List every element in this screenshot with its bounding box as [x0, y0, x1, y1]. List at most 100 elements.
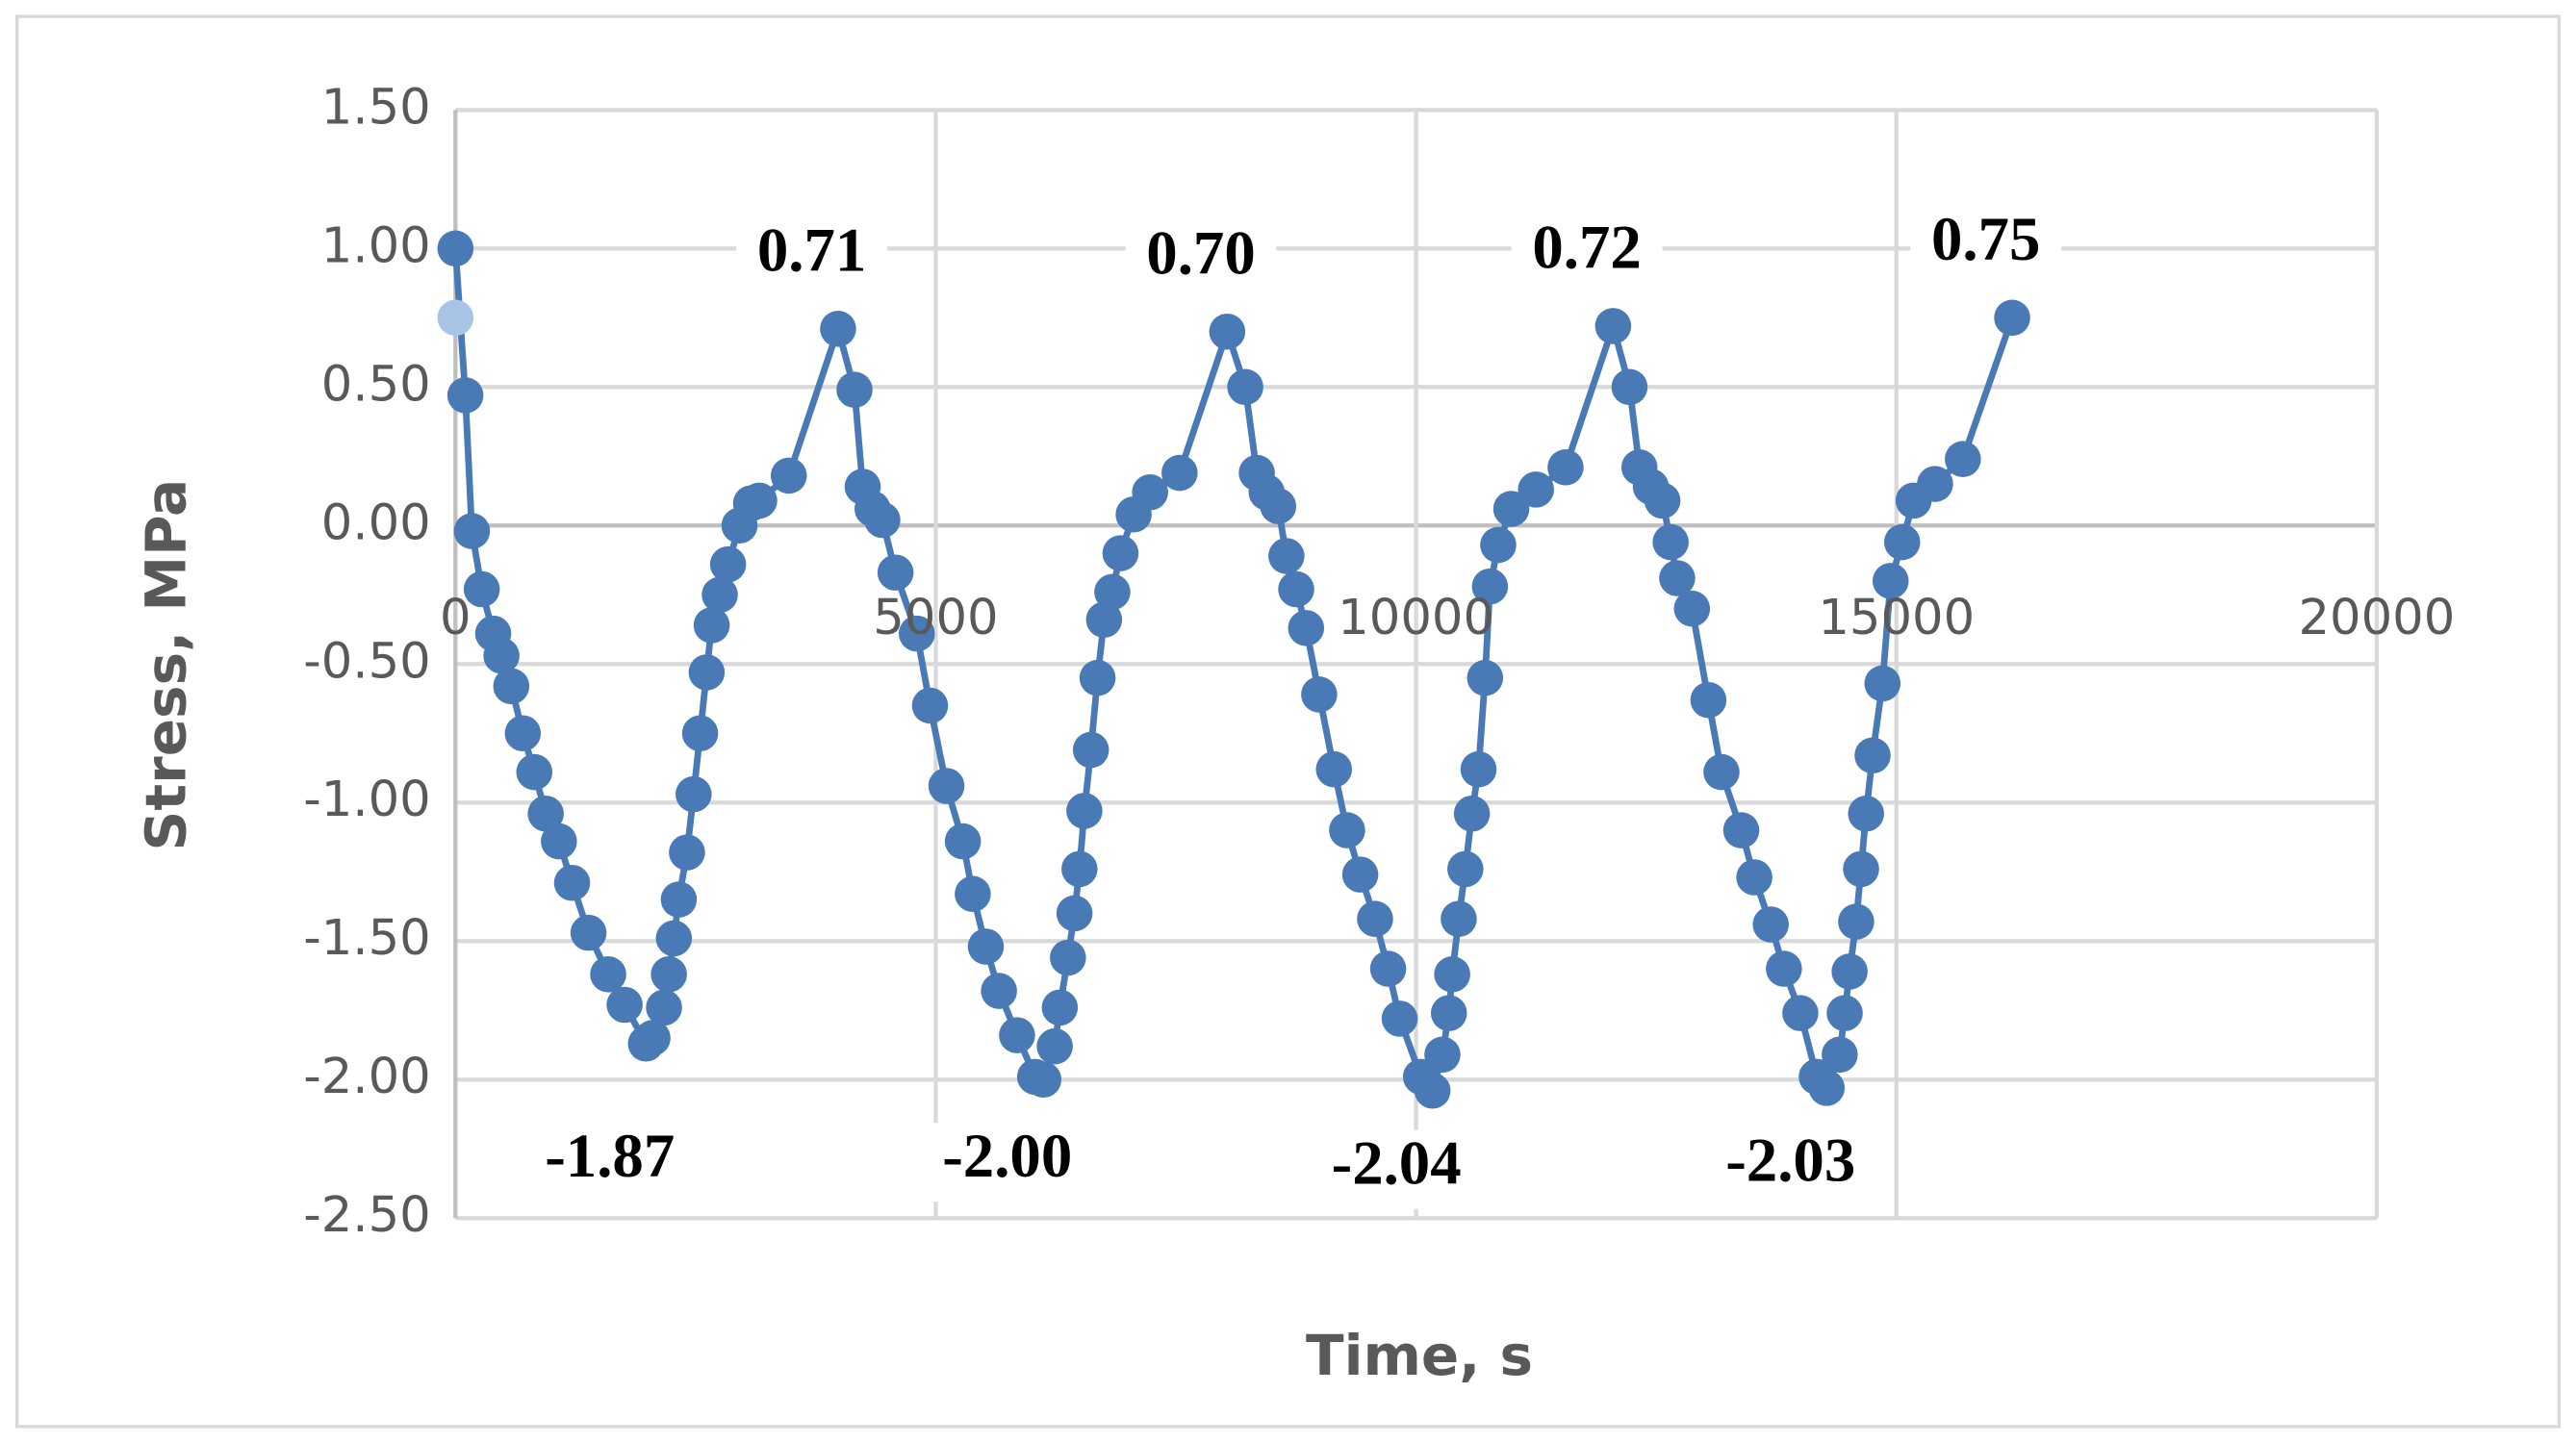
data-label: 0.70 [1146, 218, 1255, 288]
data-point [1066, 793, 1103, 829]
y-tick-label: -2.00 [303, 1048, 430, 1105]
data-point [955, 875, 991, 913]
data-point [1041, 989, 1079, 1026]
data-point [446, 377, 484, 414]
data-point [1369, 950, 1407, 987]
data-point [1079, 659, 1116, 696]
data-point [493, 668, 530, 705]
data-point [1467, 659, 1504, 696]
data-point [606, 986, 643, 1024]
data-point [688, 654, 726, 691]
y-tick-label: -0.50 [303, 632, 430, 690]
data-point [669, 834, 705, 871]
data-point [1072, 731, 1109, 769]
data-point [1288, 610, 1325, 646]
data-label-bg [534, 1123, 686, 1202]
data-point [1848, 796, 1884, 832]
data-point [1441, 900, 1477, 937]
y-tick-label: 0.50 [321, 355, 431, 413]
data-point [1471, 568, 1509, 605]
data-point [437, 299, 474, 337]
x-tick-label: 15000 [1818, 589, 1975, 646]
data-point [570, 914, 607, 951]
data-label: -2.03 [1725, 1127, 1855, 1196]
data-point [516, 753, 553, 791]
y-tick-label: 1.50 [321, 78, 431, 136]
data-point [1722, 812, 1760, 848]
data-point [928, 768, 965, 804]
data-label: -2.00 [942, 1122, 1072, 1191]
data-point [1831, 953, 1868, 990]
data-point [1381, 1000, 1418, 1037]
data-point [1690, 681, 1727, 719]
data-point [981, 973, 1017, 1009]
data-label-bg [1511, 214, 1663, 293]
data-label: -1.87 [545, 1122, 675, 1191]
data-point [1102, 535, 1139, 571]
data-point [1994, 299, 2030, 337]
y-tick-label: 1.00 [321, 216, 431, 274]
data-point [437, 230, 474, 267]
data-label-bg [736, 216, 888, 296]
data-point [1278, 570, 1314, 608]
data-point [864, 501, 901, 539]
data-point [1883, 523, 1921, 561]
y-axis-title: Stress, MPa [133, 479, 198, 851]
x-tick-label: 5000 [873, 589, 998, 646]
data-point [1644, 482, 1681, 519]
data-point [1808, 1070, 1846, 1106]
data-point [944, 823, 982, 860]
data-point [770, 457, 807, 494]
data-point [1611, 368, 1648, 406]
data-point [1434, 956, 1470, 993]
marks [437, 230, 2030, 1109]
data-point [911, 687, 949, 724]
data-label: 0.75 [1931, 205, 2040, 274]
data-point [1414, 1072, 1451, 1109]
data-point [1659, 560, 1696, 596]
data-point [741, 482, 778, 519]
data-point [877, 554, 914, 592]
data-point [1227, 368, 1263, 406]
data-point [634, 1020, 671, 1056]
data-point [1518, 471, 1554, 508]
data-point [646, 989, 682, 1026]
data-label-bg [931, 1123, 1084, 1202]
data-point [1085, 601, 1123, 638]
data-point [701, 576, 738, 614]
data-point [1260, 488, 1297, 524]
data-point [1329, 812, 1365, 848]
data-point [1268, 538, 1305, 574]
data-point [681, 715, 719, 752]
data-point [483, 637, 520, 674]
x-tick-label: 10000 [1338, 589, 1494, 646]
data-label-bg [1715, 1127, 1867, 1206]
data-point [1430, 995, 1467, 1031]
data-label: 0.72 [1532, 214, 1641, 283]
data-point [1822, 1036, 1858, 1074]
data-point [553, 864, 591, 901]
y-tick-label: -1.00 [303, 771, 430, 828]
data-point [1161, 454, 1198, 492]
data-point [676, 775, 712, 813]
data-point [1826, 995, 1863, 1031]
data-point [1056, 895, 1093, 932]
data-point [1854, 737, 1891, 774]
data-point [1864, 665, 1901, 702]
y-tick-label: -1.50 [303, 909, 430, 967]
data-point [1341, 856, 1379, 893]
data-point [1025, 1061, 1062, 1098]
data-point [1036, 1027, 1073, 1065]
data-label-bg [1125, 219, 1277, 299]
x-tick-label: 20000 [2298, 589, 2455, 646]
data-point [1132, 473, 1168, 511]
data-point [541, 823, 577, 860]
data-point [1547, 449, 1584, 486]
data-point [1736, 859, 1773, 896]
data-point [1492, 491, 1530, 527]
data-point [1447, 850, 1484, 888]
data-point [1061, 850, 1098, 888]
data-point [693, 607, 730, 644]
data-point [1209, 313, 1246, 350]
data-point [1480, 526, 1517, 564]
